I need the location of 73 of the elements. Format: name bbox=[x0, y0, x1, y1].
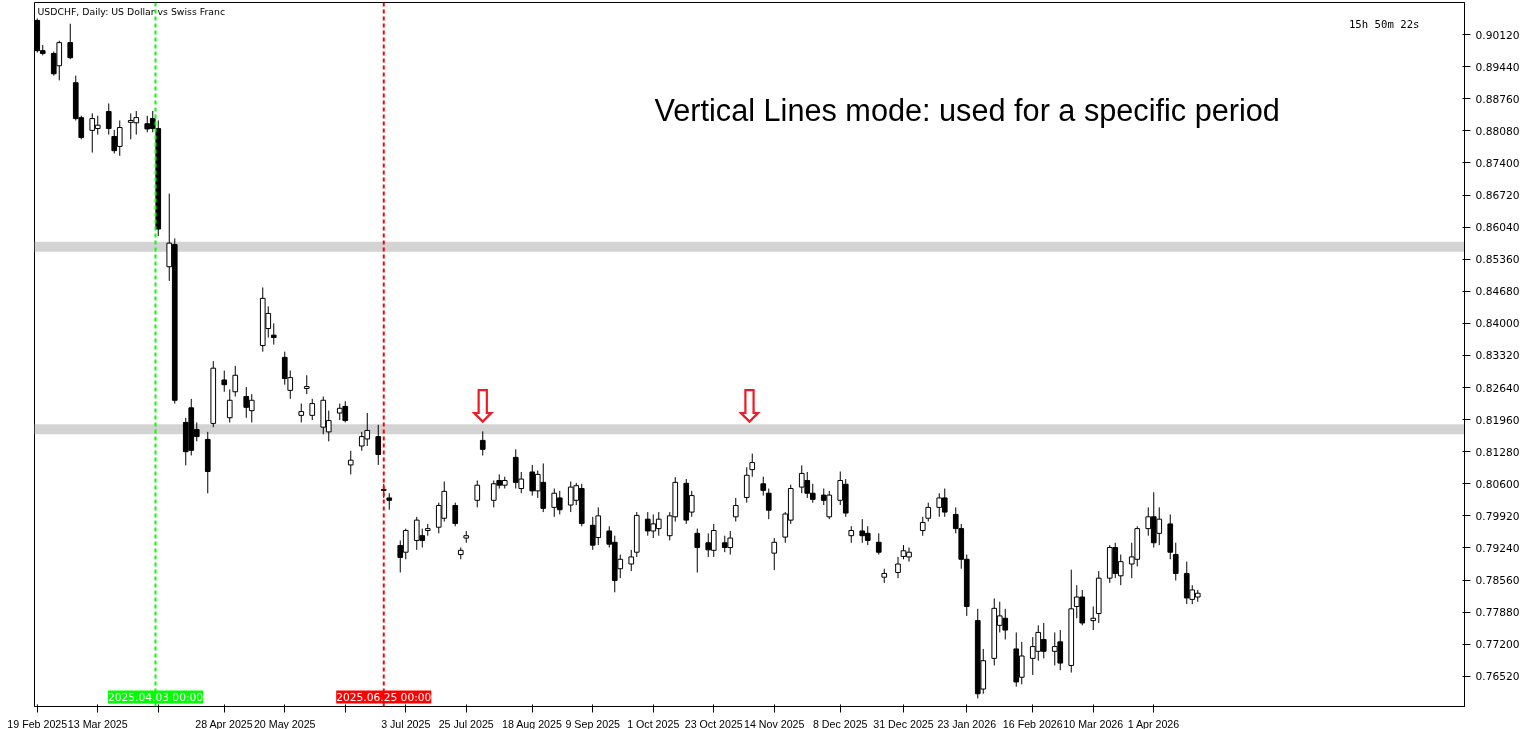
y-tick-label: 0.87400 bbox=[1475, 156, 1520, 170]
annotation: 15h 50m 22s bbox=[1348, 18, 1420, 31]
candlestick bbox=[226, 388, 233, 423]
y-tick-label: 0.78560 bbox=[1475, 574, 1520, 588]
candlestick bbox=[760, 476, 767, 497]
y-tick-label: 0.86040 bbox=[1475, 221, 1520, 235]
x-tick-label: 14 Nov 2025 bbox=[744, 717, 805, 729]
y-tick-label: 0.85360 bbox=[1475, 253, 1520, 267]
y-tick-label: 0.77200 bbox=[1475, 638, 1520, 652]
x-tick-label: 8 Dec 2025 bbox=[813, 717, 868, 729]
candlestick bbox=[919, 516, 926, 537]
candlestick bbox=[452, 502, 459, 527]
y-tick-label: 0.88760 bbox=[1475, 92, 1520, 106]
ref-line-label: 2025.04.03 00:00 bbox=[107, 690, 204, 704]
y-tick-label: 0.81280 bbox=[1475, 445, 1520, 459]
candlestick bbox=[895, 556, 901, 579]
candlestick bbox=[105, 102, 112, 136]
candlestick bbox=[765, 488, 772, 520]
x-tick-label: 25 Jul 2025 bbox=[438, 717, 494, 729]
x-tick-label: 23 Jan 2026 bbox=[937, 717, 997, 729]
y-tick-label: 0.84000 bbox=[1475, 317, 1520, 331]
ref-line-label: 2025.06.25 00:00 bbox=[336, 690, 432, 704]
x-tick-label: 18 Aug 2025 bbox=[502, 717, 562, 729]
candlestick bbox=[628, 549, 635, 572]
x-tick-label: 1 Oct 2025 bbox=[627, 717, 680, 729]
x-tick-label: 9 Sep 2025 bbox=[565, 717, 621, 729]
y-tick-label: 0.82640 bbox=[1475, 381, 1520, 395]
candlestick bbox=[694, 528, 701, 573]
y-tick-label: 0.90120 bbox=[1475, 28, 1520, 42]
candlestick bbox=[375, 424, 382, 466]
chart-title: USDCHF, Daily: US Dollar vs Swiss Franc bbox=[37, 5, 226, 17]
y-tick-label: 0.79920 bbox=[1475, 509, 1520, 523]
y-tick-label: 0.89440 bbox=[1475, 60, 1520, 74]
candlestick bbox=[1172, 542, 1179, 582]
candlestick bbox=[925, 502, 932, 523]
x-tick-label: 20 May 2025 bbox=[253, 717, 316, 729]
y-tick-label: 0.77880 bbox=[1475, 606, 1520, 620]
x-tick-label: 3 Jul 2025 bbox=[381, 717, 431, 729]
candlestick bbox=[270, 322, 277, 346]
candlestick bbox=[479, 430, 486, 456]
y-tick-label: 0.79240 bbox=[1475, 541, 1520, 555]
candlestick bbox=[743, 466, 750, 504]
candlestick bbox=[749, 453, 756, 478]
x-tick-label: 23 Oct 2025 bbox=[684, 717, 743, 729]
y-tick-label: 0.84680 bbox=[1475, 285, 1520, 299]
candlestick bbox=[67, 23, 74, 60]
y-tick-label: 0.80600 bbox=[1475, 477, 1520, 491]
y-tick-label: 0.88080 bbox=[1475, 124, 1520, 138]
candlestick bbox=[347, 450, 354, 475]
candlestick bbox=[232, 365, 239, 397]
candlestick bbox=[875, 532, 882, 556]
candlestick bbox=[771, 537, 778, 571]
annotation: Vertical Lines mode: used for a specific period bbox=[654, 92, 1280, 128]
y-tick-label: 0.76520 bbox=[1475, 670, 1520, 684]
x-tick-label: 10 Mar 2026 bbox=[1063, 717, 1124, 729]
x-tick-label: 28 Apr 2025 bbox=[195, 717, 253, 729]
x-tick-label: 19 Feb 2025 bbox=[7, 717, 68, 729]
candlestick bbox=[221, 370, 228, 393]
candlestick bbox=[732, 497, 739, 523]
candlestick bbox=[474, 479, 481, 508]
x-tick-label: 16 Feb 2026 bbox=[1002, 717, 1063, 729]
annotation: ⇩ bbox=[463, 380, 502, 434]
annotation: ⇩ bbox=[730, 380, 769, 434]
y-tick-label: 0.83320 bbox=[1475, 349, 1520, 363]
candlestick bbox=[303, 374, 310, 395]
candlestick bbox=[1090, 605, 1097, 631]
candlestick bbox=[298, 403, 305, 423]
candlestick bbox=[309, 398, 316, 421]
x-tick-label: 13 Mar 2025 bbox=[67, 717, 128, 729]
y-tick-label: 0.81960 bbox=[1475, 413, 1520, 427]
x-tick-label: 31 Dec 2025 bbox=[873, 717, 934, 729]
y-tick-label: 0.86720 bbox=[1475, 189, 1520, 203]
x-tick-label: 1 Apr 2026 bbox=[1127, 717, 1180, 729]
